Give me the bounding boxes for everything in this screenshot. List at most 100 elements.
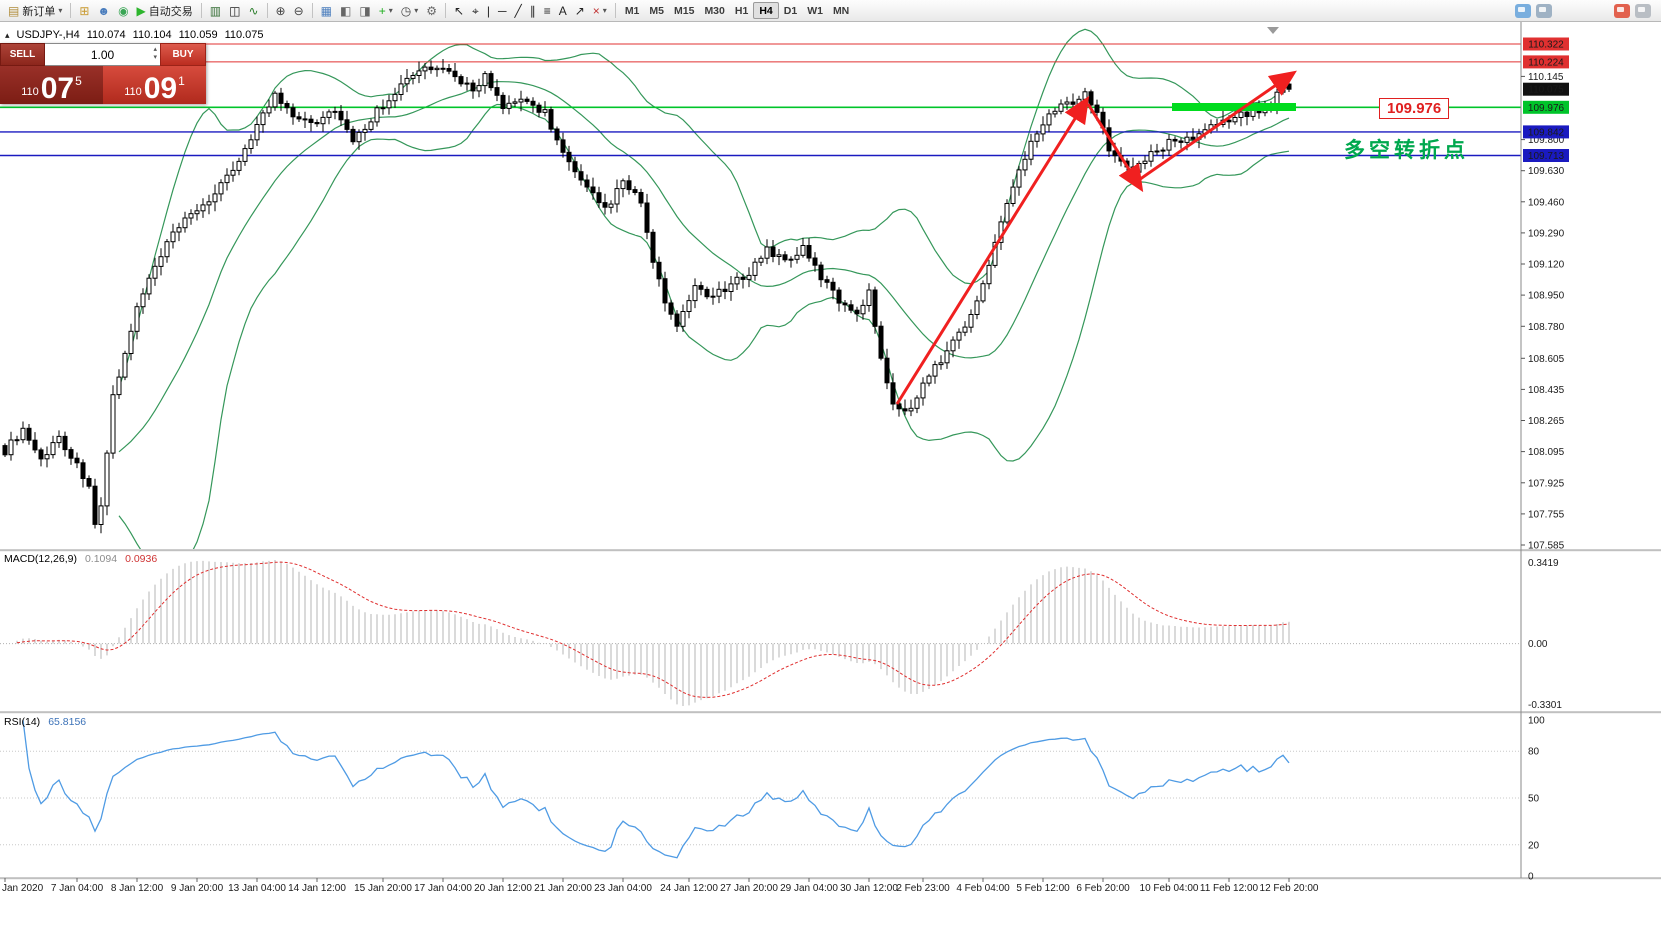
trend-arrow-annotation[interactable]	[895, 95, 1090, 405]
text-button[interactable]: A	[555, 1, 571, 21]
time-axis-label: 5 Feb 12:00	[1016, 883, 1070, 894]
dropdown-caret-icon: ▾	[388, 6, 393, 15]
ohlc-high: 110.104	[132, 29, 172, 41]
chart-shift-marker[interactable]	[1267, 27, 1279, 34]
timeframe-m1-button[interactable]: M1	[620, 1, 645, 21]
price-axis[interactable]: 110.145 109.800 109.630 109.460 109.290 109.1…	[1521, 37, 1569, 552]
trend-arrow-annotation[interactable]	[1132, 70, 1297, 186]
timeframe-m5-button[interactable]: M5	[644, 1, 669, 21]
time-axis[interactable]: Jan 2020 7 Jan 04:00 8 Jan 12:00 9 Jan 20:0…	[2, 878, 1319, 894]
turning-point-annotation[interactable]: 多空转折点	[1344, 139, 1469, 162]
chart-properties-button[interactable]: ⚙	[422, 1, 441, 21]
zoom-in-icon: ⊕	[275, 3, 286, 18]
new-order-button[interactable]: ▤ 新订单 ▾	[4, 1, 66, 21]
cursor-button[interactable]: ↖	[450, 1, 468, 21]
new-order-button-label: 新订单	[22, 5, 56, 18]
toolbar-icon-pair	[1614, 3, 1651, 18]
signals-widget-icon[interactable]	[1515, 3, 1531, 18]
volume-up-icon[interactable]: ▴	[153, 46, 157, 53]
tile-windows-button[interactable]: ▦	[317, 1, 336, 21]
arrows-icon: ↗	[574, 3, 585, 18]
sell-button[interactable]: SELL	[0, 43, 45, 66]
community-button[interactable]: ◉	[114, 1, 132, 21]
volume-stepper[interactable]: ▴ ▾	[153, 46, 157, 62]
rsi-scale-label: 50	[1528, 794, 1540, 805]
price-level-box: 109.842	[1528, 127, 1565, 138]
bar-chart-button[interactable]: ▥	[206, 1, 225, 21]
zoom-out-icon: ⊖	[293, 3, 304, 18]
new-order-icon: ▤	[8, 3, 20, 18]
timeframe-m15-button[interactable]: M15	[669, 1, 699, 21]
timeframe-h4-button[interactable]: H4	[753, 2, 779, 19]
period-button[interactable]: ◷ ▾	[397, 1, 423, 21]
rsi-scale-label: 20	[1528, 840, 1540, 851]
timeframe-h1-button[interactable]: H1	[730, 1, 753, 21]
buy-price-pips: 09	[143, 72, 178, 106]
timeframe-d1-button[interactable]: D1	[779, 1, 802, 21]
channel-icon: ∥	[529, 3, 536, 18]
volume-field[interactable]: 1.00 ▴ ▾	[45, 43, 160, 66]
time-axis-label: 23 Jan 04:00	[594, 883, 652, 894]
chat-icon[interactable]	[1614, 3, 1630, 18]
price-chart-canvas[interactable]: 110.145 109.800 109.630 109.460 109.290 109.1…	[0, 22, 1661, 948]
delete-objects-button[interactable]: × ▾	[589, 1, 611, 21]
support-zone-annotation[interactable]	[1172, 103, 1296, 111]
profile-button[interactable]: ☻	[93, 1, 114, 21]
trendline-button[interactable]: ╱	[510, 1, 525, 21]
open-chart-button[interactable]: ⊞	[75, 1, 93, 21]
time-axis-label: 11 Feb 12:00	[1200, 883, 1259, 894]
price-tick-label: 109.290	[1528, 228, 1565, 239]
news-widget-icon[interactable]	[1536, 3, 1552, 18]
toolbar-separator	[444, 3, 446, 18]
timeframe-w1-button[interactable]: W1	[802, 1, 828, 21]
buy-button[interactable]: BUY	[160, 43, 206, 66]
time-axis-label: 27 Jan 20:00	[720, 883, 778, 894]
candlestick-chart-button[interactable]: ◫	[225, 1, 244, 21]
horizontal-line-button[interactable]: ─	[494, 1, 511, 21]
volume-down-icon[interactable]: ▾	[153, 54, 157, 61]
play-icon: ▶	[136, 3, 146, 18]
time-axis-label: 9 Jan 20:00	[171, 883, 224, 894]
zoom-out-button[interactable]: ⊖	[290, 1, 308, 21]
rsi-line	[22, 719, 1290, 859]
price-tick-label: 109.630	[1528, 166, 1565, 177]
price-level-box: 109.713	[1528, 151, 1565, 162]
one-click-trading-panel: SELL 1.00 ▴ ▾ BUY 110 07 5 110 09 1	[0, 43, 206, 104]
line-chart-button[interactable]: ∿	[244, 1, 262, 21]
price-tick-label: 108.435	[1528, 385, 1565, 396]
price-level-box: 110.224	[1528, 57, 1564, 68]
support-chat-icon[interactable]	[1635, 3, 1651, 18]
time-axis-label: 2 Feb 23:00	[896, 883, 950, 894]
algo-trading-button-label: 自动交易	[148, 5, 193, 18]
zoom-in-button[interactable]: ⊕	[272, 1, 290, 21]
trend-arrow-annotation[interactable]	[1086, 103, 1144, 193]
trade-panel-controls: SELL 1.00 ▴ ▾ BUY	[0, 43, 206, 66]
timeframe-mn-button[interactable]: MN	[828, 1, 854, 21]
price-level-box: 110.075	[1528, 85, 1564, 96]
vertical-line-button[interactable]: |	[483, 1, 494, 21]
fibonacci-icon: ≡	[543, 3, 551, 18]
time-axis-label: 12 Feb 20:00	[1260, 883, 1319, 894]
volume-value[interactable]: 1.00	[90, 47, 115, 62]
trendline-icon: ╱	[514, 3, 522, 18]
macd-scale-zero: 0.00	[1528, 639, 1548, 650]
horizontal-level-lines[interactable]	[0, 43, 1521, 157]
price-level-label-annotation[interactable]: 109.976	[1379, 98, 1450, 119]
objects-list-button[interactable]: ◨	[355, 1, 374, 21]
price-tick-label: 107.585	[1528, 541, 1565, 552]
crosshair-button[interactable]: ⌖	[468, 1, 483, 21]
rsi-scale-label: 0	[1528, 872, 1534, 883]
timeframe-m30-button[interactable]: M30	[699, 1, 729, 21]
shapes-button[interactable]: ↗	[571, 1, 589, 21]
indicators-list-button[interactable]: ◧	[336, 1, 355, 21]
trade-panel-toggle-icon[interactable]: ▴	[5, 29, 10, 40]
sell-price[interactable]: 110 07 5	[0, 66, 103, 104]
price-tick-label: 107.755	[1528, 509, 1565, 520]
buy-price[interactable]: 110 09 1	[103, 66, 206, 104]
add-indicator-button[interactable]: + ▾	[375, 1, 397, 21]
channel-button[interactable]: ∥	[526, 1, 540, 21]
time-axis-label: 4 Feb 04:00	[956, 883, 1010, 894]
profile-icon: ☻	[97, 3, 111, 18]
algo-trading-button[interactable]: ▶ 自动交易	[133, 1, 197, 21]
fibonacci-button[interactable]: ≡	[540, 1, 555, 21]
